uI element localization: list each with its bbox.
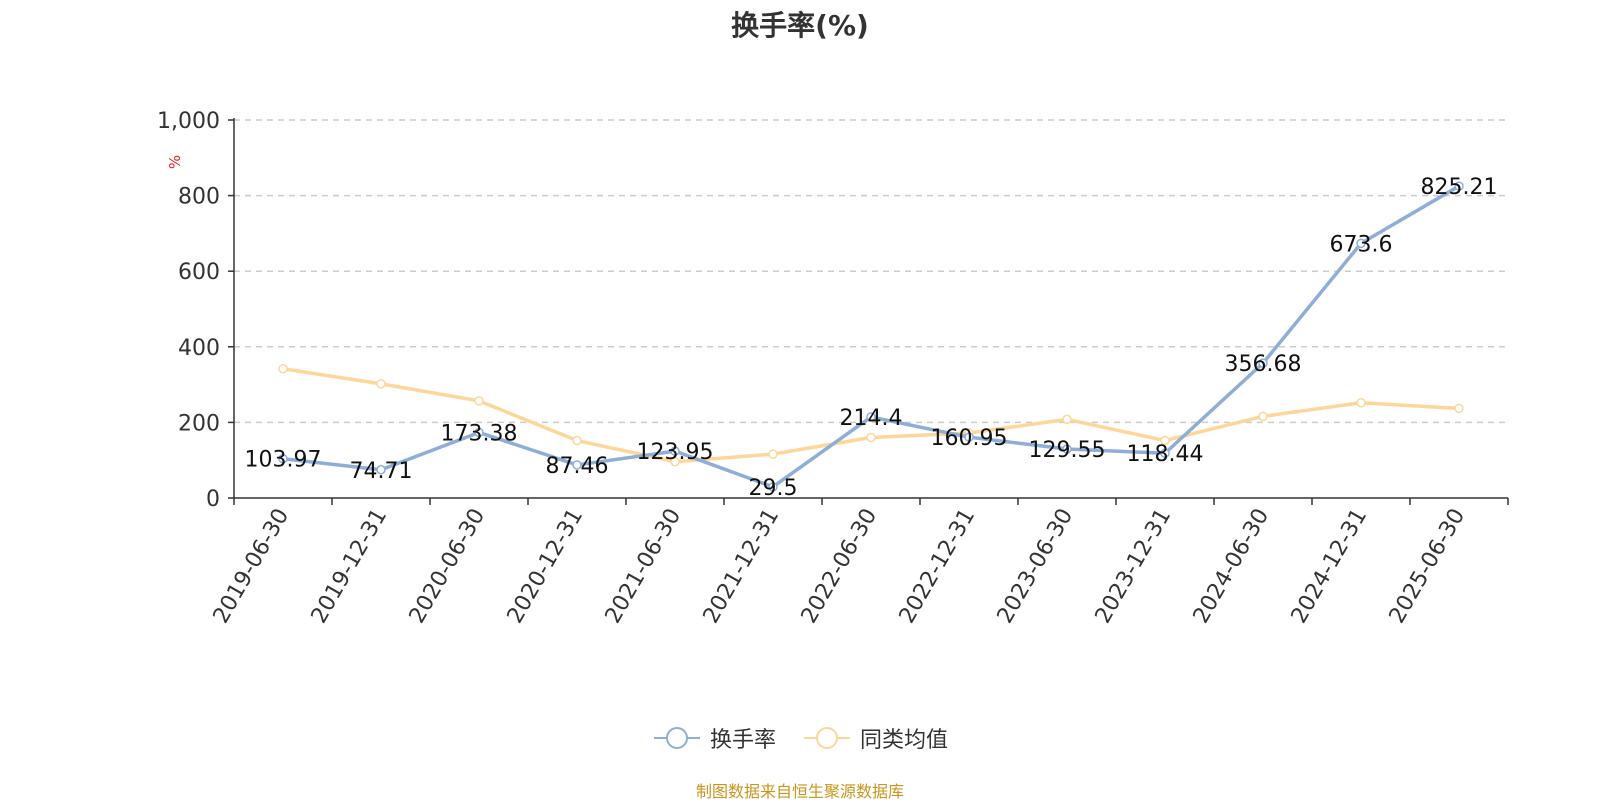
chart-title: 换手率(%) [731,9,869,42]
x-tick-label: 2021-12-31 [699,505,785,628]
legend-item-peer-average[interactable]: 同类均值 [802,722,948,754]
x-tick-label: 2020-06-30 [405,505,491,628]
data-point-turnover [866,412,876,422]
legend-label-peer-average: 同类均值 [860,728,949,753]
data-label: 118.44 [1127,442,1204,467]
data-label: 173.38 [441,421,518,446]
x-tick-label: 2023-12-31 [1091,505,1177,628]
data-point-turnover [474,427,484,438]
data-point-turnover [1258,358,1268,368]
data-label: 103.97 [245,448,322,473]
x-tick-label: 2019-12-31 [307,505,393,628]
legend-item-turnover[interactable]: 换手率 [652,722,776,754]
y-tick-label: 0 [206,487,220,512]
data-label: 129.55 [1029,438,1106,463]
x-tick-label: 2024-06-30 [1189,505,1275,628]
y-tick-label: 1,000 [157,109,220,134]
data-point-turnover [376,465,386,475]
legend-label-turnover: 换手率 [709,728,776,753]
data-point-peer-average [376,379,386,389]
data-point-turnover [278,453,288,464]
x-tick-label: 2022-12-31 [895,505,981,628]
data-point-turnover [572,460,582,470]
data-point-peer-average [474,396,484,406]
data-point-turnover [768,482,778,492]
data-label: 123.95 [637,440,714,465]
data-label: 160.95 [931,426,1008,451]
data-point-turnover [964,432,974,442]
x-tick-label: 2020-12-31 [503,505,589,628]
y-tick-label: 400 [178,336,220,361]
legend: 换手率 同类均值 [0,722,1600,754]
data-point-peer-average [768,449,778,459]
x-tick-label: 2024-12-31 [1287,505,1373,628]
data-point-peer-average [1356,397,1366,408]
y-tick-label: 600 [178,260,220,285]
data-point-peer-average [572,435,582,446]
data-point-peer-average [278,363,288,374]
data-label: 825.21 [1421,175,1498,200]
data-point-peer-average [866,432,876,443]
x-tick-label: 2019-06-30 [209,505,295,628]
data-point-turnover [1160,448,1170,458]
data-label: 74.71 [350,459,413,484]
y-tick-label: 200 [178,411,220,436]
data-label: 356.68 [1225,352,1302,377]
y-tick-label: 800 [178,185,220,210]
data-label: 29.5 [749,476,798,501]
data-source-note: 制图数据来自恒生聚源数据库 [695,782,904,801]
data-label: 87.46 [546,454,609,479]
y-axis-unit-label: % [166,155,184,169]
data-point-peer-average [1062,414,1072,425]
data-point-peer-average [1454,403,1464,414]
x-tick-label: 2021-06-30 [601,505,687,628]
x-tick-label: 2023-06-30 [993,505,1079,628]
data-label: 673.6 [1330,232,1393,257]
data-point-turnover [1454,181,1464,191]
data-point-peer-average [1258,411,1268,422]
data-point-turnover [670,446,680,456]
data-label: 214.4 [840,406,903,431]
x-tick-label: 2022-06-30 [797,505,883,628]
data-point-peer-average [1160,435,1170,446]
data-point-turnover [1062,444,1072,454]
x-tick-label: 2025-06-30 [1385,505,1471,628]
data-point-turnover [1356,238,1366,249]
data-point-peer-average [670,456,680,467]
legend-marker-peer-average-icon [804,727,850,749]
legend-marker-turnover-icon [653,727,700,749]
